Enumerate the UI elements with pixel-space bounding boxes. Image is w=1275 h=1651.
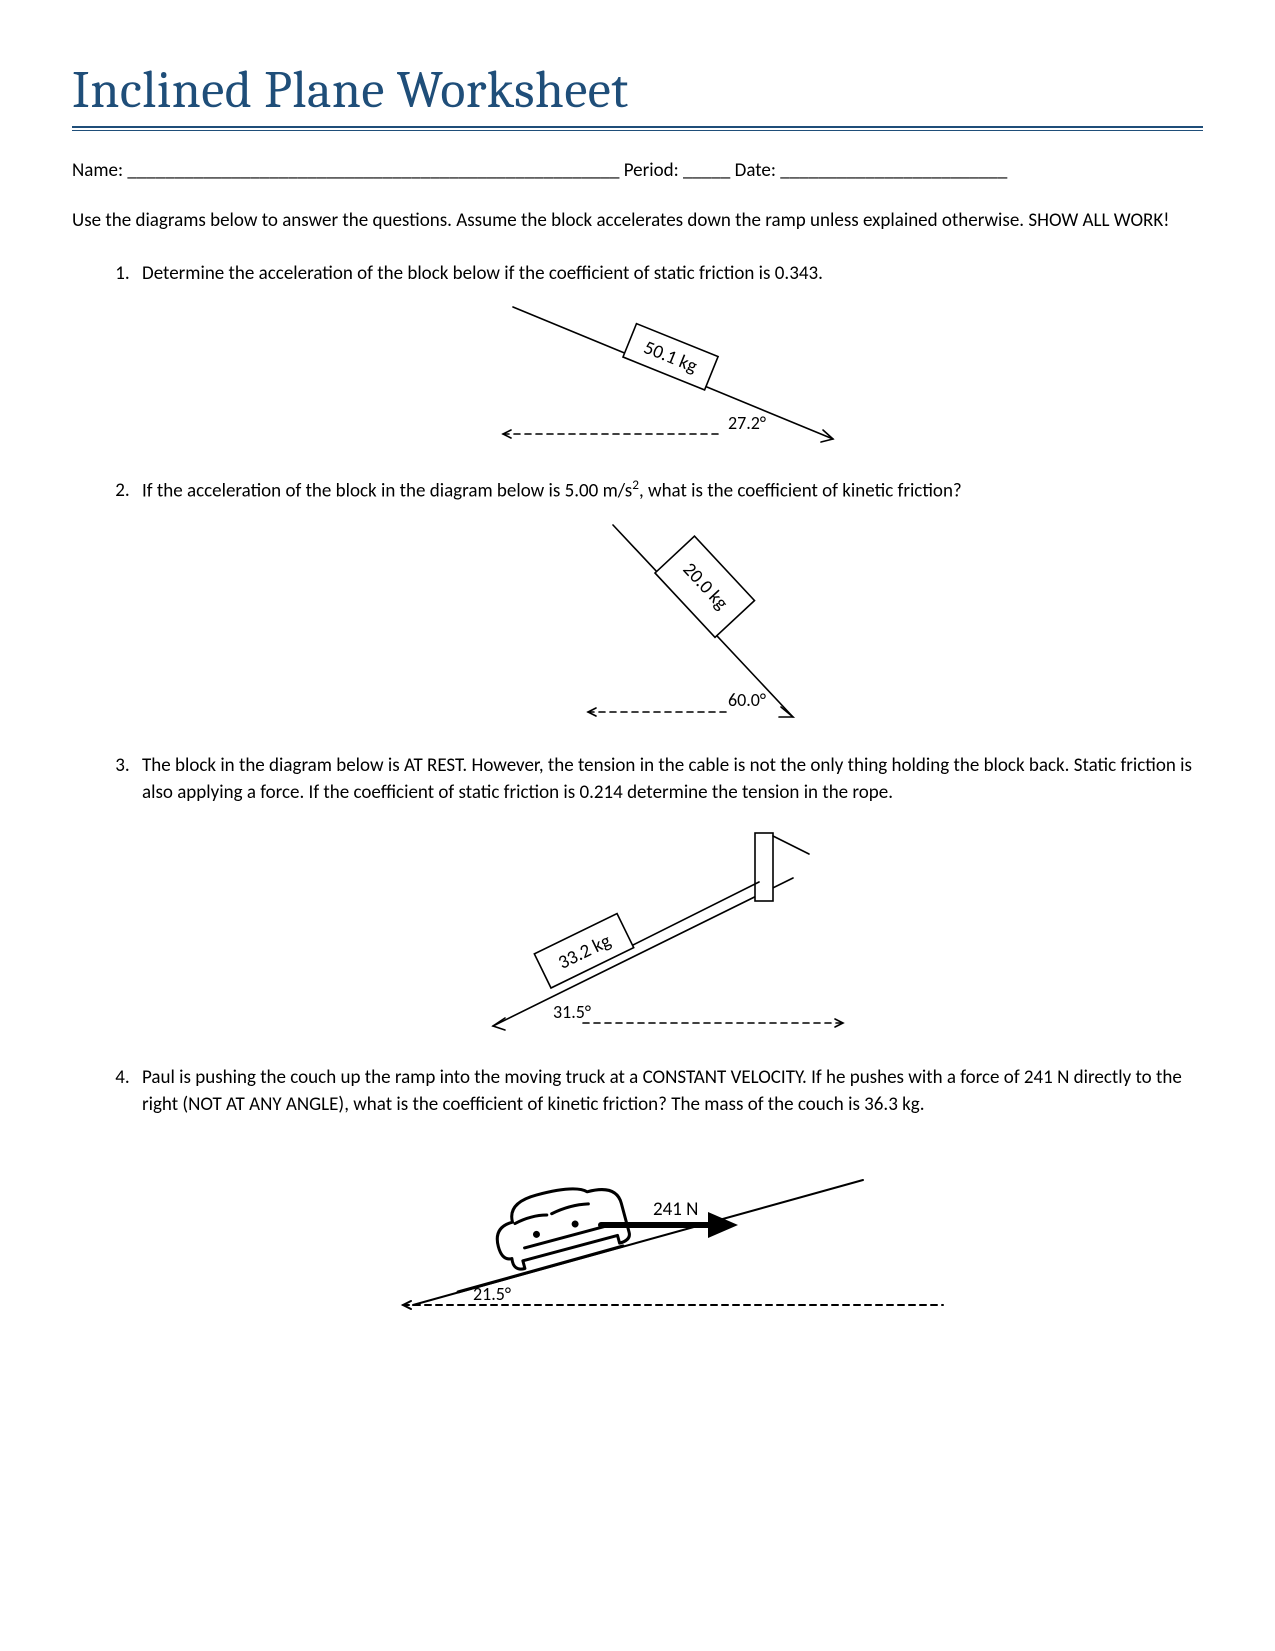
angle-label-4: 21.5° xyxy=(473,1283,511,1305)
problem-2-text-a: If the acceleration of the block in the … xyxy=(142,479,632,502)
diagram-1: 50.1 kg 27.2° xyxy=(142,299,1203,458)
problem-list: Determine the acceleration of the block … xyxy=(72,261,1203,1329)
incline-diagram-2: 20.0 kg 60.0° xyxy=(533,517,813,727)
angle-label-3: 31.5° xyxy=(553,1001,591,1023)
diagram-3: 33.2 kg 31.5° xyxy=(142,818,1203,1047)
problem-4: Paul is pushing the couch up the ramp in… xyxy=(134,1065,1203,1329)
date-field-label: Date: ________________________ xyxy=(730,159,1007,182)
problem-4-text: Paul is pushing the couch up the ramp in… xyxy=(142,1066,1182,1116)
title-underline xyxy=(72,130,1203,131)
incline-diagram-1: 50.1 kg 27.2° xyxy=(493,299,853,449)
problem-2: If the acceleration of the block in the … xyxy=(134,476,1203,736)
problem-3: The block in the diagram below is AT RES… xyxy=(134,753,1203,1047)
header-row: Name: __________________________________… xyxy=(72,159,1203,182)
diagram-2: 20.0 kg 60.0° xyxy=(142,517,1203,736)
problem-1-text: Determine the acceleration of the block … xyxy=(142,262,823,285)
diagram-4: 241 N 21.5° xyxy=(142,1130,1203,1329)
angle-label-2: 60.0° xyxy=(728,689,766,711)
page-title: Inclined Plane Worksheet xyxy=(72,60,1203,128)
period-field-label: Period: _____ xyxy=(619,159,730,182)
problem-1: Determine the acceleration of the block … xyxy=(134,261,1203,458)
incline-diagram-4: 241 N 21.5° xyxy=(393,1130,953,1320)
problem-3-text: The block in the diagram below is AT RES… xyxy=(142,754,1192,804)
name-field-label: Name: __________________________________… xyxy=(72,159,619,182)
force-label-4: 241 N xyxy=(653,1198,698,1221)
instructions: Use the diagrams below to answer the que… xyxy=(72,208,1203,235)
angle-label-1: 27.2° xyxy=(728,412,766,434)
incline-diagram-3: 33.2 kg 31.5° xyxy=(483,818,863,1038)
problem-2-sup: 2 xyxy=(632,476,639,493)
problem-2-text-b: , what is the coefficient of kinetic fri… xyxy=(639,479,962,502)
